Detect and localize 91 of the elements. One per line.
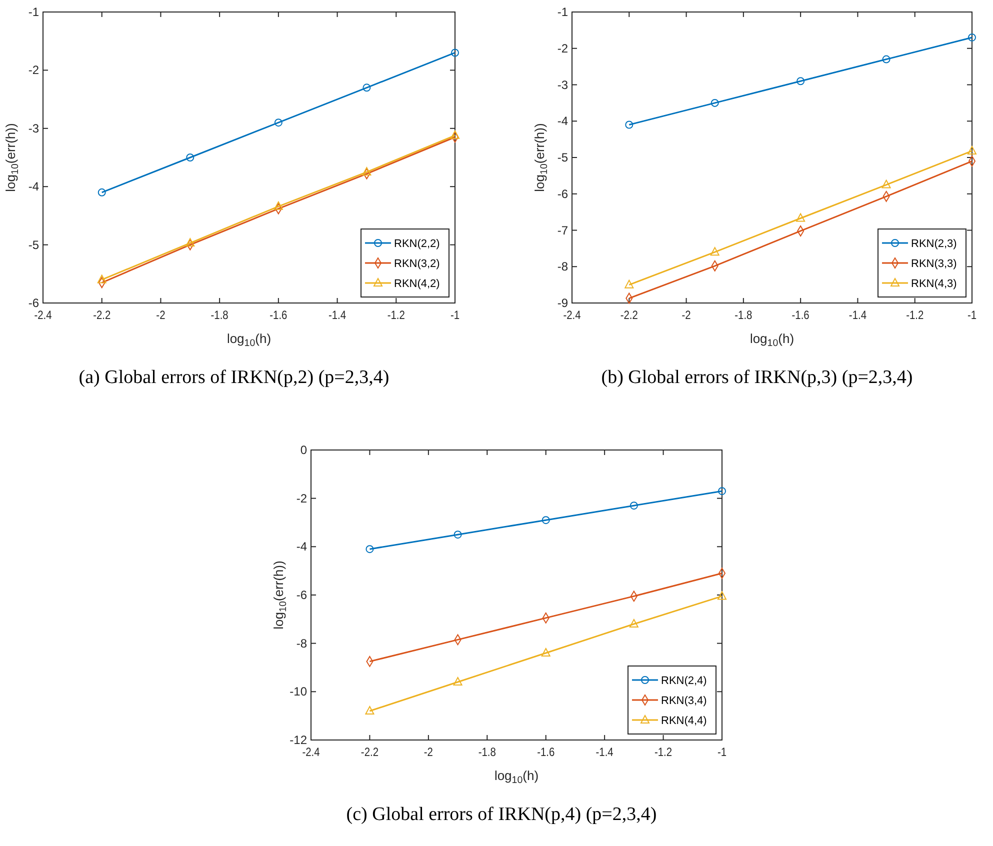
y-tick-label: 0	[300, 443, 308, 457]
text: (c) Global errors of IRKN(p,4) (p=2,3,4)	[346, 804, 657, 825]
x-tick-label: -1.4	[848, 309, 866, 322]
point	[186, 238, 195, 247]
point	[710, 247, 720, 256]
y-tick-label: -2	[557, 41, 568, 56]
point	[968, 33, 976, 42]
text: (a) Global errors of IRKN(p,2) (p=2,3,4)	[78, 367, 390, 388]
point	[362, 84, 371, 92]
x-tick-label: -1	[717, 746, 727, 760]
y-tick-label: -1	[28, 5, 40, 19]
point	[454, 530, 462, 539]
legend-label: RKN(3,2)	[394, 258, 440, 270]
y-tick-label: -6	[296, 588, 308, 602]
y-tick-label: -4	[296, 540, 308, 554]
point	[542, 516, 550, 524]
point	[451, 48, 459, 57]
x-tick-label: -1.4	[596, 746, 614, 760]
point	[629, 619, 638, 628]
point	[365, 706, 374, 714]
legend-label: RKN(4,4)	[661, 715, 707, 727]
legend-label: RKN(2,3)	[911, 238, 957, 250]
point	[968, 146, 976, 154]
point	[274, 118, 282, 127]
x-tick-label: -1.2	[906, 309, 924, 322]
legend-label: RKN(2,4)	[661, 675, 707, 687]
y-tick-label: -10	[290, 684, 308, 699]
x-tick-label: -1	[967, 309, 977, 322]
y-tick-label: -7	[557, 223, 568, 238]
point	[366, 545, 374, 554]
point	[450, 130, 460, 139]
y-tick-label: -12	[290, 733, 308, 747]
x-tick-label: -2.4	[563, 309, 581, 322]
point	[718, 591, 726, 600]
x-tick-label: -1.6	[792, 309, 810, 322]
y-tick-label: -4	[28, 180, 40, 194]
text: (b) Global errors of IRKN(p,3) (p=2,3,4)	[601, 367, 913, 388]
x-tick-label: -2.2	[620, 309, 638, 322]
x-tick-label: -2.2	[93, 309, 111, 322]
x-tick-label: -1	[450, 309, 460, 322]
legend-label: RKN(3,4)	[661, 695, 707, 707]
y-tick-label: -2	[296, 491, 308, 506]
y-tick-label: -8	[557, 260, 568, 274]
x-axis-title: log$_{10}$(h)	[750, 331, 794, 349]
x-axis-title: log$_{10}$(h)	[226, 331, 272, 349]
legend-label: RKN(4,3)	[911, 278, 957, 290]
point	[362, 167, 372, 176]
x-tick-label: -1.8	[210, 309, 228, 322]
y-tick-label: -8	[296, 636, 308, 650]
y-tick-label: -2	[28, 63, 40, 78]
y-tick-label: -6	[28, 296, 40, 310]
x-tick-label: -2.2	[360, 746, 378, 760]
point	[882, 55, 890, 64]
x-tick-label: -1.6	[537, 746, 555, 760]
y-tick-label: -5	[28, 238, 40, 252]
point	[186, 154, 194, 162]
y-tick-label: -4	[557, 114, 568, 128]
point	[97, 274, 106, 284]
x-tick-label: -2	[156, 309, 166, 322]
point	[796, 77, 805, 86]
point	[274, 201, 283, 210]
x-tick-label: -2	[424, 746, 433, 760]
y-tick-label: -9	[557, 296, 568, 310]
point	[718, 487, 726, 496]
x-tick-label: -1.2	[387, 309, 405, 322]
y-tick-label: -5	[557, 150, 568, 164]
y-tick-label: -3	[557, 78, 568, 92]
x-tick-label: -1.6	[270, 309, 288, 322]
x-tick-label: -1.8	[478, 746, 496, 760]
legend-label: RKN(3,3)	[911, 258, 957, 270]
x-tick-label: -1.2	[654, 746, 672, 760]
y-tick-label: -3	[28, 121, 40, 136]
x-axis-title: log$_{10}$(h)	[494, 768, 539, 786]
point	[453, 677, 462, 686]
point	[541, 648, 550, 656]
point	[710, 98, 719, 107]
legend-label: RKN(4,2)	[394, 278, 440, 290]
point	[796, 213, 806, 222]
x-tick-label: -2	[682, 309, 691, 322]
legend-label: RKN(2,2)	[394, 238, 440, 250]
x-tick-label: -1.8	[734, 309, 752, 322]
point	[630, 502, 638, 510]
x-tick-label: -2.4	[34, 309, 52, 322]
point	[882, 180, 891, 188]
y-tick-label: -1	[557, 5, 568, 19]
y-tick-label: -6	[557, 186, 568, 201]
x-tick-label: -1.4	[328, 309, 346, 322]
point	[625, 120, 634, 129]
x-tick-label: -2.4	[302, 746, 320, 760]
point	[624, 280, 634, 288]
point	[98, 188, 106, 196]
